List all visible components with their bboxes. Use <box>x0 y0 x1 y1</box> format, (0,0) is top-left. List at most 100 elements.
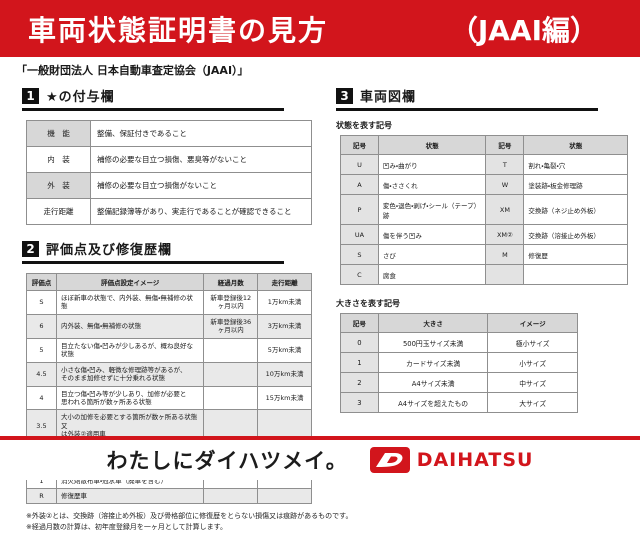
table-cell: 変色・退色・剥げ・シール（テープ）跡 <box>377 194 487 225</box>
table-cell: U <box>340 154 379 175</box>
table-cell <box>203 385 259 411</box>
table-cell: 500円玉サイズ未満 <box>377 332 489 353</box>
table-cell: 0 <box>340 332 379 353</box>
table-row: 内 装補修の必要な目立つ損傷、悪臭等がないこと <box>26 146 312 173</box>
table-cell: 2 <box>340 372 379 393</box>
table-cell <box>203 361 259 387</box>
footnotes: ※外装②とは、交換跡（溶接止め外板）及び骨格部位に修復歴をとらない損傷又は痕跡が… <box>26 511 640 533</box>
size-symbols-label: 大きさを表す記号 <box>336 299 400 308</box>
table-row: S さび M 修復歴 <box>340 244 628 265</box>
condition-symbols-table: 記号 状態 記号 状態 U 凹み・曲がり T 割れ・亀裂・穴 A 傷・ささくれ W 塗装跡・板金修理跡… <box>340 135 628 285</box>
column-header: 状態 <box>377 135 487 155</box>
table-cell <box>485 264 525 285</box>
table-cell: 5 <box>26 337 57 363</box>
table-header-row: 記号 大きさ イメージ <box>340 313 578 333</box>
section-number-badge: 2 <box>22 240 39 257</box>
table-cell: C <box>340 264 379 285</box>
daihatsu-logo-icon <box>369 447 410 473</box>
table-row: 走行距離 整備記録簿等があり、実走行であることが確認できること <box>26 198 312 225</box>
table-row: 3 A4サイズを超えたもの 大サイズ <box>340 392 578 413</box>
table-cell: さび <box>377 244 487 265</box>
column-header: 走行距離 <box>257 273 312 291</box>
section-number-badge: 3 <box>336 87 353 104</box>
daihatsu-brand-text: DAIHATSU <box>416 449 534 471</box>
section-title: ★の付与欄 <box>46 90 115 105</box>
table-cell: 3万km未満 <box>257 313 312 339</box>
table-cell: 内 装 <box>26 146 91 173</box>
column-header: 記号 <box>340 135 379 155</box>
column-header: 大きさ <box>377 313 489 333</box>
table-cell: 目立つ傷・凹み等が少しあり、加修が必要と 思われる箇所が数ヶ所ある状態 <box>55 385 205 411</box>
table-cell: 大サイズ <box>487 392 578 413</box>
table-cell: P <box>340 194 379 225</box>
table-cell <box>523 264 628 285</box>
table-cell: 4 <box>26 385 57 411</box>
table-cell: 1 <box>340 352 379 373</box>
table-cell: XM② <box>485 224 525 245</box>
table-cell: 走行距離 <box>26 198 91 225</box>
table-row: 0 500円玉サイズ未満 極小サイズ <box>340 332 578 353</box>
table-cell <box>257 487 312 505</box>
section-diagram-header: 3 車両図欄 <box>336 86 598 111</box>
column-header: 経過月数 <box>203 273 259 291</box>
right-column: 3 車両図欄 状態を表す記号 記号 状態 記号 状態 U 凹み・曲がり T 割れ・亀裂・穴 A 傷… <box>334 80 628 504</box>
section-star-header: 1 ★の付与欄 <box>22 86 284 111</box>
table-cell: 補修の必要な目立つ損傷、悪臭等がないこと <box>90 146 312 173</box>
column-header: 記号 <box>485 135 525 155</box>
table-row: C 腐食 <box>340 264 628 285</box>
daihatsu-brand: DAIHATSU <box>369 447 534 473</box>
table-cell: 中サイズ <box>487 372 578 393</box>
page-title: 車両状態証明書の見方 <box>28 13 329 47</box>
table-cell: 新車登録後12ヶ月以内 <box>203 290 259 315</box>
page-title-edition: （JAAI編） <box>449 13 598 47</box>
footnote-line: ※経過月数の計算は、初年度登録月を一ヶ月として計算します。 <box>26 523 227 532</box>
table-cell: 修復歴 <box>523 244 628 265</box>
table-cell: 交換跡（ネジ止め外板） <box>523 194 628 225</box>
table-row: 2 A4サイズ未満 中サイズ <box>340 372 578 393</box>
daihatsu-slogan: わたしにダイハツメイ。 <box>106 449 348 473</box>
table-cell: 内外装、無傷・無補修の状態 <box>55 313 205 339</box>
star-criteria-table: 機 能整備、保証付きであること内 装補修の必要な目立つ損傷、悪臭等がないこと外 … <box>26 120 312 225</box>
section-title: 車両図欄 <box>360 90 417 105</box>
table-cell: 修復歴車 <box>55 487 205 505</box>
table-cell: 凹み・曲がり <box>377 154 487 175</box>
table-cell: 6 <box>26 313 57 339</box>
table-cell: A4サイズを超えたもの <box>377 392 489 413</box>
table-cell: XM <box>485 194 525 225</box>
table-cell: UA <box>340 224 379 245</box>
column-header: 評価点設定イメージ <box>55 273 205 291</box>
table-row: A 傷・ささくれ W 塗装跡・板金修理跡 <box>340 174 628 195</box>
table-row: 6 内外装、無傷・無補修の状態 新車登録後36ヶ月以内 3万km未満 <box>26 313 312 339</box>
table-cell: 3 <box>340 392 379 413</box>
table-row: 1 カードサイズ未満 小サイズ <box>340 352 578 373</box>
table-cell: S <box>340 244 379 265</box>
footnote-line: ※外装②とは、交換跡（溶接止め外板）及び骨格部位に修復歴をとらない損傷又は痕跡が… <box>26 512 353 521</box>
table-cell: 交換跡（溶接止め外板） <box>523 224 628 245</box>
table-cell: T <box>485 154 525 175</box>
table-header-row: 評価点 評価点設定イメージ 経過月数 走行距離 <box>26 273 312 291</box>
table-cell: S <box>26 290 57 315</box>
table-cell: 整備、保証付きであること <box>90 120 312 147</box>
table-cell: カードサイズ未満 <box>377 352 489 373</box>
column-header: 記号 <box>340 313 379 333</box>
table-row: U 凹み・曲がり T 割れ・亀裂・穴 <box>340 154 628 175</box>
table-cell: 小サイズ <box>487 352 578 373</box>
table-cell: 5万km未満 <box>257 337 312 363</box>
table-cell: 10万km未満 <box>257 361 312 387</box>
table-cell <box>203 487 259 505</box>
table-cell: 1万km未満 <box>257 290 312 315</box>
section-title: 評価点及び修復歴欄 <box>46 243 173 258</box>
table-cell: 目立たない傷・凹みが少しあるが、概ね良好な状態 <box>55 337 205 363</box>
table-cell: R <box>26 487 57 505</box>
size-symbols-table: 記号 大きさ イメージ 0 500円玉サイズ未満 極小サイズ 1 カードサイズ未満 小サイズ 2 A… <box>340 313 578 413</box>
table-row: P 変色・退色・剥げ・シール（テープ）跡 XM 交換跡（ネジ止め外板） <box>340 194 628 225</box>
column-header: イメージ <box>487 313 578 333</box>
table-row: S ほぼ新車の状態で、内外装、無傷・無補修の状態 新車登録後12ヶ月以内 1万km未満 <box>26 290 312 315</box>
table-cell: 15万km未満 <box>257 385 312 411</box>
table-header-row: 記号 状態 記号 状態 <box>340 135 628 155</box>
table-cell: W <box>485 174 525 195</box>
table-row: 5 目立たない傷・凹みが少しあるが、概ね良好な状態 5万km未満 <box>26 337 312 363</box>
table-row: 機 能整備、保証付きであること <box>26 120 312 147</box>
table-cell: 腐食 <box>377 264 487 285</box>
table-cell: 割れ・亀裂・穴 <box>523 154 628 175</box>
